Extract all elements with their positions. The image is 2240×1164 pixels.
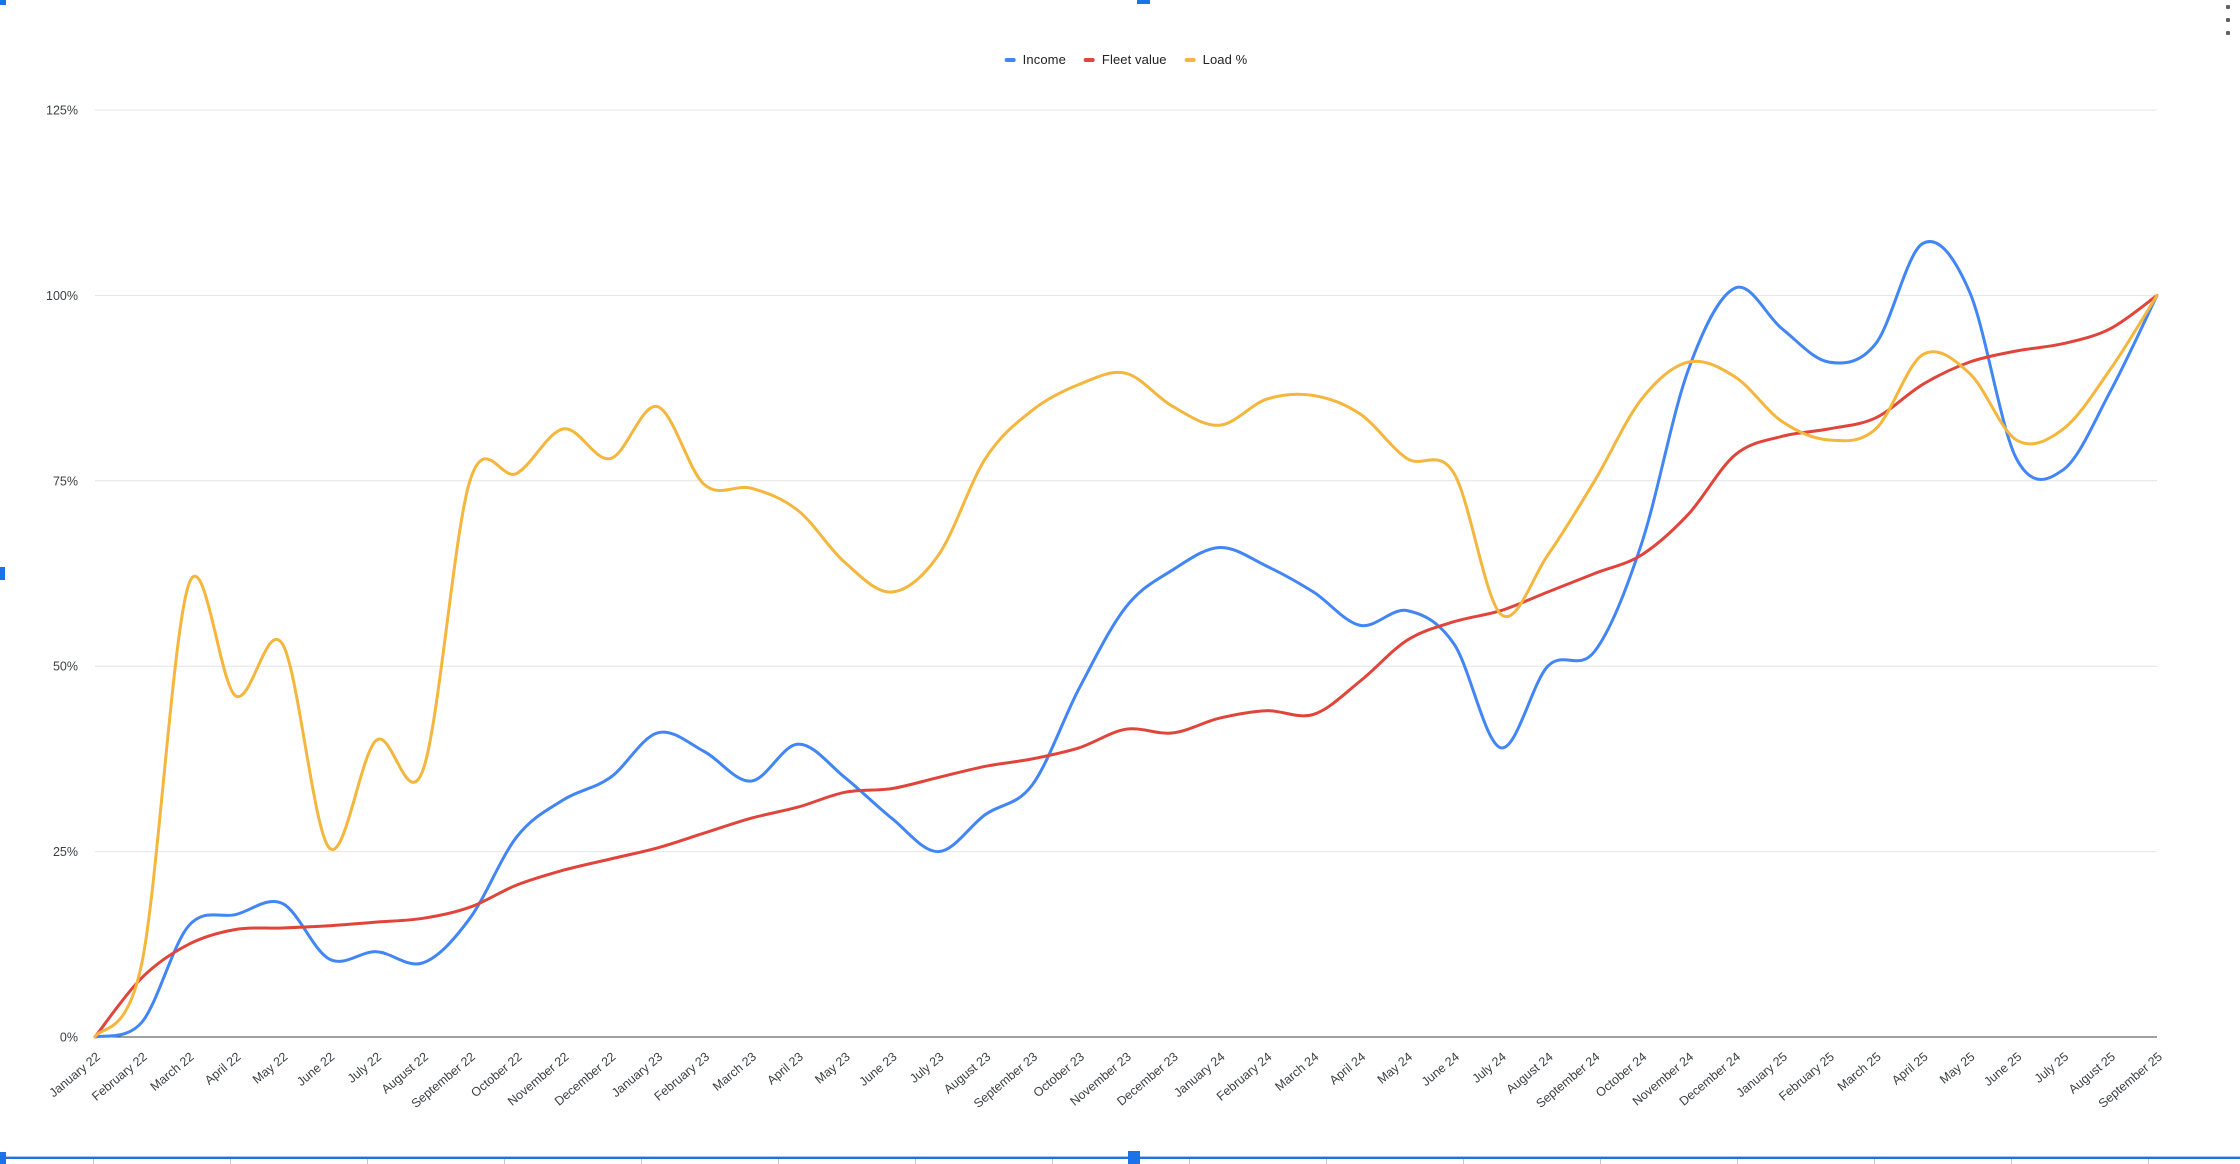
x-axis-label-july-22: July 22 [345,1050,384,1086]
legend-label-fleet-value: Fleet value [1101,52,1167,67]
sheet-column-edge [230,1159,231,1164]
x-axis-label-march-24: March 24 [1272,1050,1321,1094]
legend-label-load-pct: Load % [1202,52,1248,67]
x-axis-label-march-22: March 22 [148,1050,197,1094]
x-axis-label-june-25: June 25 [1981,1050,2024,1089]
x-axis-label-june-22: June 22 [294,1050,337,1089]
x-axis-label-may-22: May 22 [250,1050,290,1087]
legend-label-income: Income [1022,52,1066,67]
x-axis-label-july-25: July 25 [2032,1050,2071,1086]
x-axis-label-july-24: July 24 [1469,1050,1508,1086]
y-axis-tick-label: 0% [60,1031,78,1045]
sheet-column-edge [915,1159,916,1164]
y-axis-tick-label: 25% [53,845,78,859]
sheet-column-edge [2011,1159,2012,1164]
selection-handle-top-left[interactable] [0,0,6,5]
y-axis-tick-label: 75% [53,474,78,488]
kebab-dot-icon [2226,5,2230,9]
x-axis-label-may-23: May 23 [812,1050,852,1087]
legend-item-load-pct[interactable]: Load % [1184,52,1248,67]
x-axis-label-june-24: June 24 [1419,1050,1462,1089]
sheet-column-edge [1874,1159,1875,1164]
selection-handle-bottom-left[interactable] [0,1152,6,1164]
selection-handle-top-middle[interactable] [1137,0,1150,4]
y-axis-tick-label: 100% [46,289,78,303]
income-series-swatch-icon [1004,57,1016,62]
x-axis-label-april-24: April 24 [1327,1050,1369,1088]
series-line-load-[interactable] [93,293,2159,1039]
kebab-dot-icon [2226,18,2230,22]
x-axis-label-may-25: May 25 [1937,1050,1977,1087]
legend-item-income[interactable]: Income [1004,52,1066,67]
sheet-column-edge [2148,1159,2149,1164]
x-axis-label-march-25: March 25 [1835,1050,1884,1094]
sheet-column-edge [93,1159,94,1164]
selection-handle-bottom-middle[interactable] [1128,1151,1140,1164]
sheet-column-edge [1600,1159,1601,1164]
x-axis-label-july-23: July 23 [907,1050,946,1086]
legend-item-fleet-value[interactable]: Fleet value [1083,52,1167,67]
sheet-column-edge [1189,1159,1190,1164]
chart-selection-border-bottom [0,1156,2240,1159]
x-axis-label-june-23: June 23 [857,1050,900,1089]
sheet-column-edge [778,1159,779,1164]
sheet-column-edge [1463,1159,1464,1164]
sheet-column-edges [0,1159,2240,1164]
y-axis-tick-label: 50% [53,660,78,674]
sheet-column-edge [1326,1159,1327,1164]
x-axis-label-may-24: May 24 [1375,1050,1415,1087]
selection-handle-left-middle[interactable] [0,567,5,580]
x-axis-label-april-23: April 23 [764,1050,806,1088]
chart-legend: Income Fleet value Load % [1004,52,1248,67]
kebab-dot-icon [2226,31,2230,35]
series-line-fleet-value[interactable] [93,293,2159,1039]
chart-options-kebab-menu[interactable] [2221,4,2235,36]
x-axis-label-april-22: April 22 [202,1050,244,1088]
series-line-income[interactable] [93,240,2159,1039]
load-pct-series-swatch-icon [1184,57,1196,62]
fleet-value-series-swatch-icon [1083,57,1095,62]
sheet-column-edge [1737,1159,1738,1164]
sheet-column-edge [1052,1159,1053,1164]
y-axis-tick-label: 125% [46,104,78,118]
sheet-column-edge [504,1159,505,1164]
sheet-column-edge [367,1159,368,1164]
sheet-column-edge [641,1159,642,1164]
x-axis-label-april-25: April 25 [1889,1050,1931,1088]
x-axis-label-march-23: March 23 [710,1050,759,1094]
